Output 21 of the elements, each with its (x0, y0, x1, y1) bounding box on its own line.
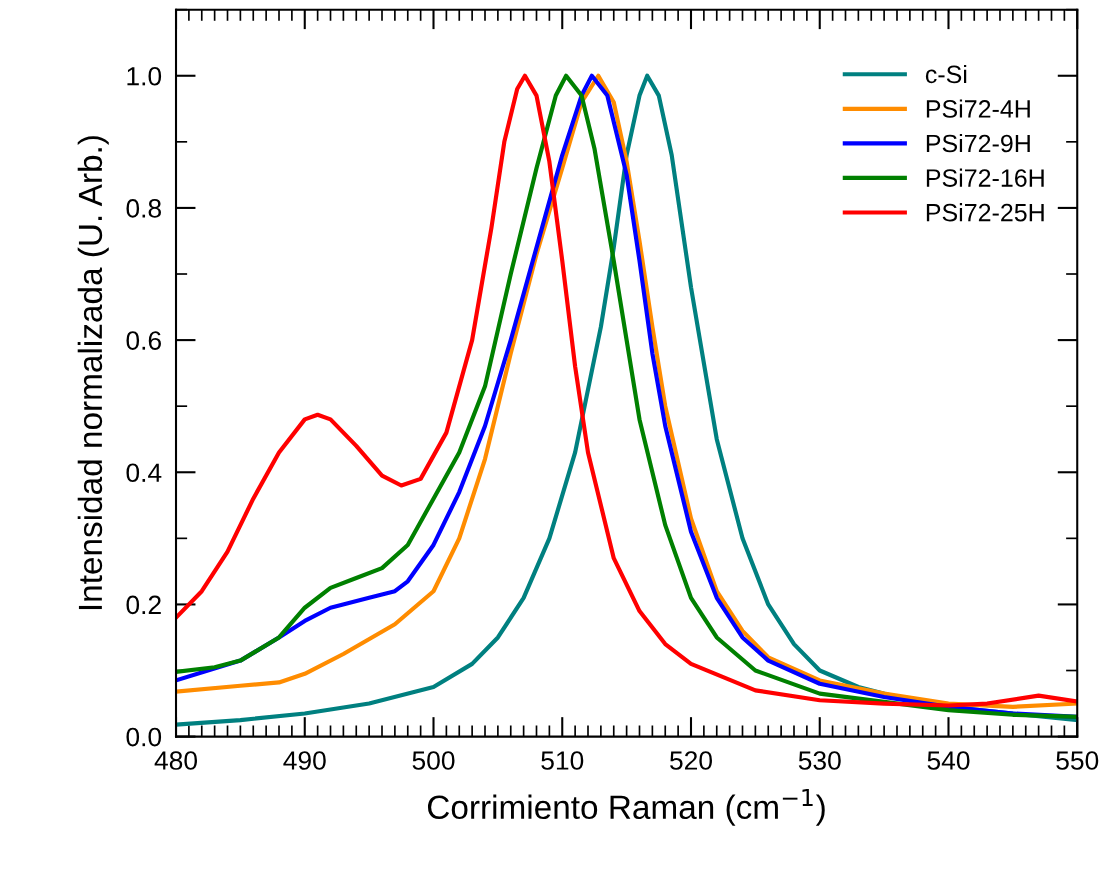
x-tick-label: 490 (283, 751, 326, 770)
x-tick-label: 520 (670, 751, 712, 770)
legend-label: c-Si (925, 64, 967, 84)
x-tick-label: 530 (798, 751, 841, 770)
y-tick-label: 0.8 (126, 199, 161, 218)
y-tick-label: 0.2 (126, 595, 161, 615)
y-tick-label: 0.4 (126, 463, 162, 483)
legend-label: PSi72-16H (926, 168, 1044, 187)
x-tick-label: 540 (927, 751, 970, 770)
x-tick-label: 510 (541, 751, 584, 770)
y-axis-title: Intensidad normalizada (U. Arb.) (77, 136, 109, 610)
y-tick-label: 0.0 (126, 727, 162, 747)
x-tick-label: 500 (412, 751, 455, 770)
y-tick-label: 0.6 (126, 331, 161, 350)
legend-label: PSi72-4H (926, 99, 1030, 118)
x-axis-title: Corrimiento Raman (cm$^{−1}$) (427, 788, 825, 826)
x-tick-label: 480 (154, 751, 197, 770)
legend-label: PSi72-9H (926, 133, 1030, 153)
y-tick-label: 1.0 (127, 66, 162, 86)
legend-label: PSi72-25H (926, 203, 1044, 222)
x-tick-label: 550 (1056, 751, 1099, 770)
